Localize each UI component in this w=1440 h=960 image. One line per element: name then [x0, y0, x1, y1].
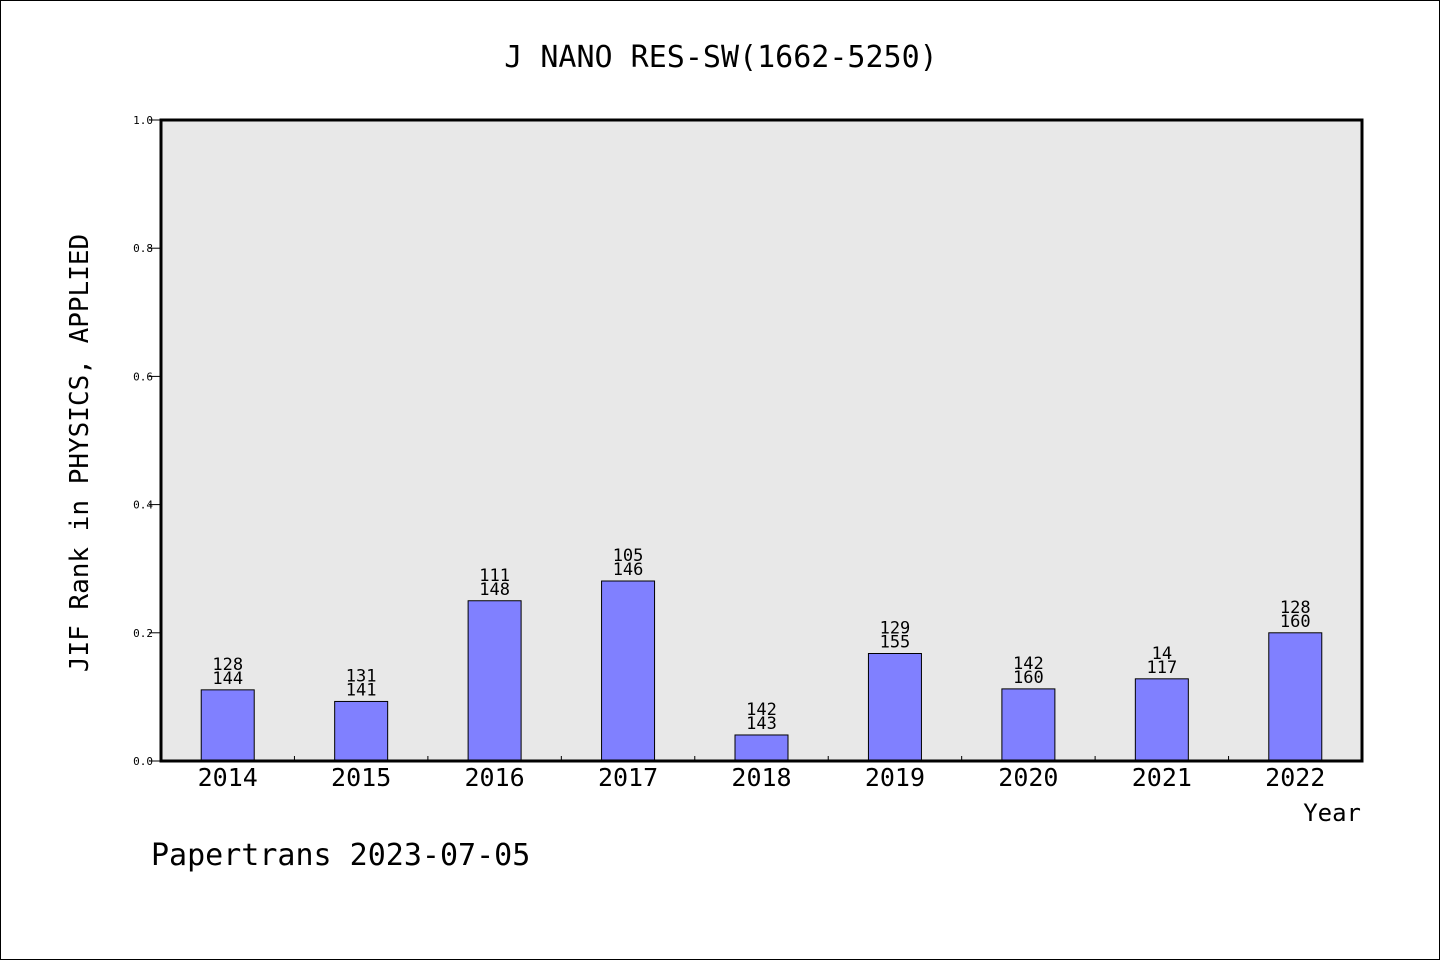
y-tick-label: 0.8	[133, 242, 153, 255]
y-tick-label: 0.2	[133, 627, 153, 640]
bar-rank-label: 111	[479, 566, 510, 586]
bar-2017	[601, 580, 656, 762]
x-axis-label: Year	[1303, 799, 1361, 827]
bar-2014	[200, 689, 255, 762]
x-axis: 2014 2015 2016 2017 2018 2019 2020 2021 2022	[198, 756, 1325, 792]
x-tick-label: 2022	[1265, 763, 1325, 792]
bar-total-label: 144	[212, 669, 243, 689]
y-tick-label: 1.0	[133, 114, 153, 127]
x-tick-label: 2019	[865, 763, 925, 792]
plot-border	[159, 118, 1364, 763]
bar-total-label: 146	[613, 560, 644, 580]
bar-rank-label: 131	[346, 666, 377, 686]
bar-rank-label: 142	[1013, 654, 1044, 674]
y-axis-label: JIF Rank in PHYSICS, APPLIED	[65, 234, 95, 672]
plot-area	[161, 120, 1362, 761]
bar-2021	[1134, 678, 1189, 762]
x-tick-label: 2016	[465, 763, 525, 792]
bar-total-label: 141	[346, 680, 377, 700]
footer-credit: Papertrans 2023-07-05	[151, 838, 530, 873]
x-tick-label: 2020	[998, 763, 1058, 792]
bar-2016	[467, 600, 522, 762]
bar-2015	[334, 700, 389, 762]
x-tick-label: 2015	[331, 763, 391, 792]
x-tick-label: 2017	[598, 763, 658, 792]
bar-2018	[734, 734, 789, 762]
y-tick-label: 0.4	[133, 499, 153, 512]
bar-total-label: 148	[479, 580, 510, 600]
bar-rank-label: 105	[613, 546, 644, 566]
chart-title: J NANO RES-SW(1662-5250)	[504, 40, 937, 75]
bar-rank-label: 14	[1152, 644, 1172, 664]
bar-2022	[1268, 632, 1323, 762]
y-tick-label: 0.0	[133, 755, 153, 768]
bar-total-label: 117	[1146, 658, 1177, 678]
bar-rank-label: 128	[1280, 598, 1311, 618]
bar-2020	[1001, 688, 1056, 762]
x-tick-label: 2014	[198, 763, 258, 792]
bar-total-label: 160	[1013, 668, 1044, 688]
y-axis: 0.0 0.2 0.4 0.6 0.8 1.0	[133, 114, 161, 768]
bar-total-label: 143	[746, 714, 777, 734]
x-tick-label: 2018	[731, 763, 791, 792]
bar-rank-label: 128	[212, 655, 243, 675]
x-tick-label: 2021	[1132, 763, 1192, 792]
bar-rank-label: 129	[880, 619, 911, 639]
bar-rank-label: 142	[746, 700, 777, 720]
bar-2019	[867, 653, 922, 762]
bar-total-label: 160	[1280, 612, 1311, 632]
y-tick-label: 0.6	[133, 370, 153, 383]
bar-total-label: 155	[880, 633, 911, 653]
